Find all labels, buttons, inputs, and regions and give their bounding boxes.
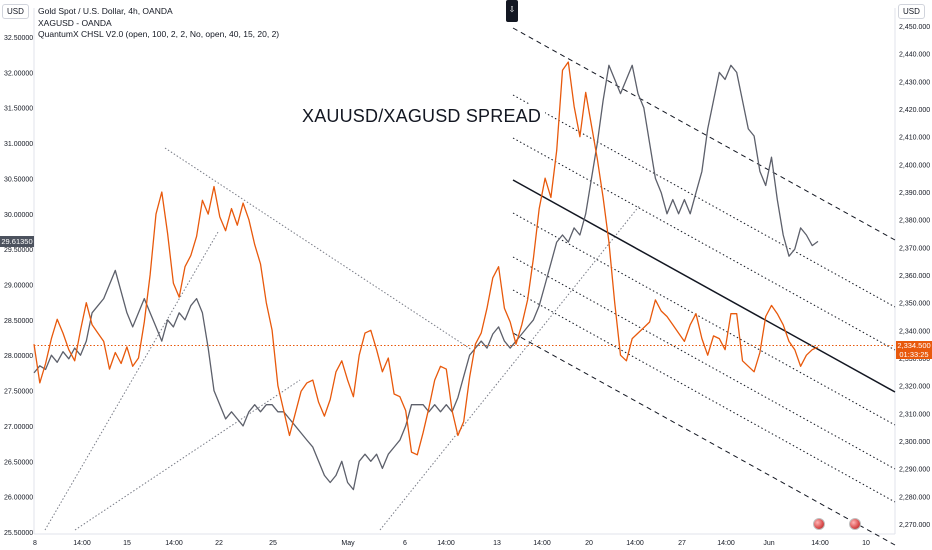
trend-guide-line bbox=[74, 379, 301, 531]
left-axis-tick-label: 27.50000 bbox=[4, 389, 33, 396]
right-axis-tick-label: 2,290.000 bbox=[899, 467, 930, 474]
right-axis-currency: USD bbox=[898, 4, 925, 19]
x-axis-tick-label: 14:00 bbox=[73, 540, 91, 547]
right-axis-tick-label: 2,360.000 bbox=[899, 273, 930, 280]
left-axis-tick-label: 32.00000 bbox=[4, 70, 33, 77]
right-axis-tick-label: 2,320.000 bbox=[899, 384, 930, 391]
left-axis-tick-label: 31.50000 bbox=[4, 106, 33, 113]
trend-guide-line bbox=[379, 204, 641, 531]
x-axis-tick-label: 14:00 bbox=[626, 540, 644, 547]
right-axis-tick-label: 2,280.000 bbox=[899, 494, 930, 501]
left-axis-tick-label: 29.00000 bbox=[4, 283, 33, 290]
left-axis-tick-label: 25.50000 bbox=[4, 530, 33, 537]
right-axis-tick-label: 2,350.000 bbox=[899, 301, 930, 308]
channel-dotted-band bbox=[512, 256, 896, 470]
right-axis-tick-label: 2,340.000 bbox=[899, 328, 930, 335]
channel-dotted-band bbox=[512, 137, 896, 351]
indicator-label[interactable]: QuantumX CHSL V2.0 (open, 100, 2, 2, No,… bbox=[38, 29, 280, 39]
channel-dotted-band bbox=[512, 94, 896, 308]
right-axis-tick-label: 2,450.000 bbox=[899, 24, 930, 31]
trend-guides bbox=[44, 147, 641, 531]
left-axis-tick-label: 26.00000 bbox=[4, 495, 33, 502]
x-axis-tick-label: 6 bbox=[403, 540, 407, 547]
us-flag-event-icon[interactable] bbox=[849, 518, 861, 530]
xauusd-series-line bbox=[33, 61, 819, 456]
right-axis-tick-label: 2,400.000 bbox=[899, 162, 930, 169]
x-axis-tick-label: 14:00 bbox=[533, 540, 551, 547]
x-axis-tick-label: 22 bbox=[215, 540, 223, 547]
left-axis-tick-label: 30.50000 bbox=[4, 176, 33, 183]
left-axis-tick-label: 28.00000 bbox=[4, 353, 33, 360]
right-axis-tick-label: 2,310.000 bbox=[899, 411, 930, 418]
last-price-value: 2,334.500 bbox=[897, 341, 931, 350]
channel-lower-band bbox=[512, 332, 896, 546]
x-axis-tick-label: 14:00 bbox=[165, 540, 183, 547]
right-axis-tick-label: 2,300.000 bbox=[899, 439, 930, 446]
right-axis-tick-label: 2,440.000 bbox=[899, 52, 930, 59]
left-axis-tick-label: 29.50000 bbox=[4, 247, 33, 254]
x-axis-tick-label: 10 bbox=[862, 540, 870, 547]
channel-dotted-band bbox=[512, 289, 896, 503]
left-axis-tick-label: 31.00000 bbox=[4, 141, 33, 148]
chart-legend: Gold Spot / U.S. Dollar, 4h, OANDA XAGUS… bbox=[38, 6, 279, 41]
right-axis-tick-label: 2,380.000 bbox=[899, 218, 930, 225]
trend-guide-line bbox=[164, 147, 473, 351]
bar-countdown: 01:33:25 bbox=[899, 350, 929, 359]
regression-channel bbox=[512, 27, 896, 546]
compare-symbol[interactable]: XAGUSD - OANDA bbox=[38, 17, 112, 28]
x-axis-tick-label: 14:00 bbox=[437, 540, 455, 547]
left-axis-currency: USD bbox=[2, 4, 29, 19]
left-axis-last-value-tag: 29.61350 bbox=[0, 236, 34, 247]
left-axis-tick-label: 26.50000 bbox=[4, 459, 33, 466]
left-axis-tick-label: 27.00000 bbox=[4, 424, 33, 431]
x-axis-tick-label: May bbox=[341, 540, 355, 547]
right-axis-tick-label: 2,430.000 bbox=[899, 79, 930, 86]
x-axis-tick-label: Jun bbox=[763, 540, 774, 547]
channel-dotted-band bbox=[512, 212, 896, 426]
left-axis-tick-label: 32.50000 bbox=[4, 35, 33, 42]
x-axis-tick-label: 20 bbox=[585, 540, 593, 547]
x-axis-tick-label: 27 bbox=[678, 540, 686, 547]
right-axis-tick-label: 2,410.000 bbox=[899, 135, 930, 142]
channel-midline bbox=[512, 179, 896, 393]
right-axis-tick-label: 2,370.000 bbox=[899, 245, 930, 252]
right-axis-tick-label: 2,390.000 bbox=[899, 190, 930, 197]
x-axis-tick-label: 25 bbox=[269, 540, 277, 547]
left-axis-tick-label: 28.50000 bbox=[4, 318, 33, 325]
x-axis-tick-label: 8 bbox=[33, 540, 37, 547]
xagusd-series-line bbox=[33, 64, 819, 491]
right-axis-tick-label: 2,420.000 bbox=[899, 107, 930, 114]
us-flag-event-icon[interactable] bbox=[813, 518, 825, 530]
right-axis-tick-label: 2,270.000 bbox=[899, 522, 930, 529]
last-price-tag: 2,334.500 01:33:25 bbox=[896, 341, 932, 359]
x-axis-tick-label: 15 bbox=[123, 540, 131, 547]
spread-annotation[interactable]: XAUUSD/XAGUSD SPREAD bbox=[298, 104, 546, 129]
x-axis-tick-label: 14:00 bbox=[811, 540, 829, 547]
right-axis-tick-label: 2,330.000 bbox=[899, 356, 930, 363]
trend-guide-line bbox=[44, 231, 219, 531]
x-axis-tick-label: 14:00 bbox=[717, 540, 735, 547]
channel-upper-band bbox=[512, 27, 896, 241]
x-axis-tick-label: 13 bbox=[493, 540, 501, 547]
symbol-title[interactable]: Gold Spot / U.S. Dollar, 4h, OANDA bbox=[38, 6, 173, 16]
bar-marker-icon[interactable]: ⇩ bbox=[506, 0, 518, 22]
left-axis-tick-label: 30.00000 bbox=[4, 212, 33, 219]
